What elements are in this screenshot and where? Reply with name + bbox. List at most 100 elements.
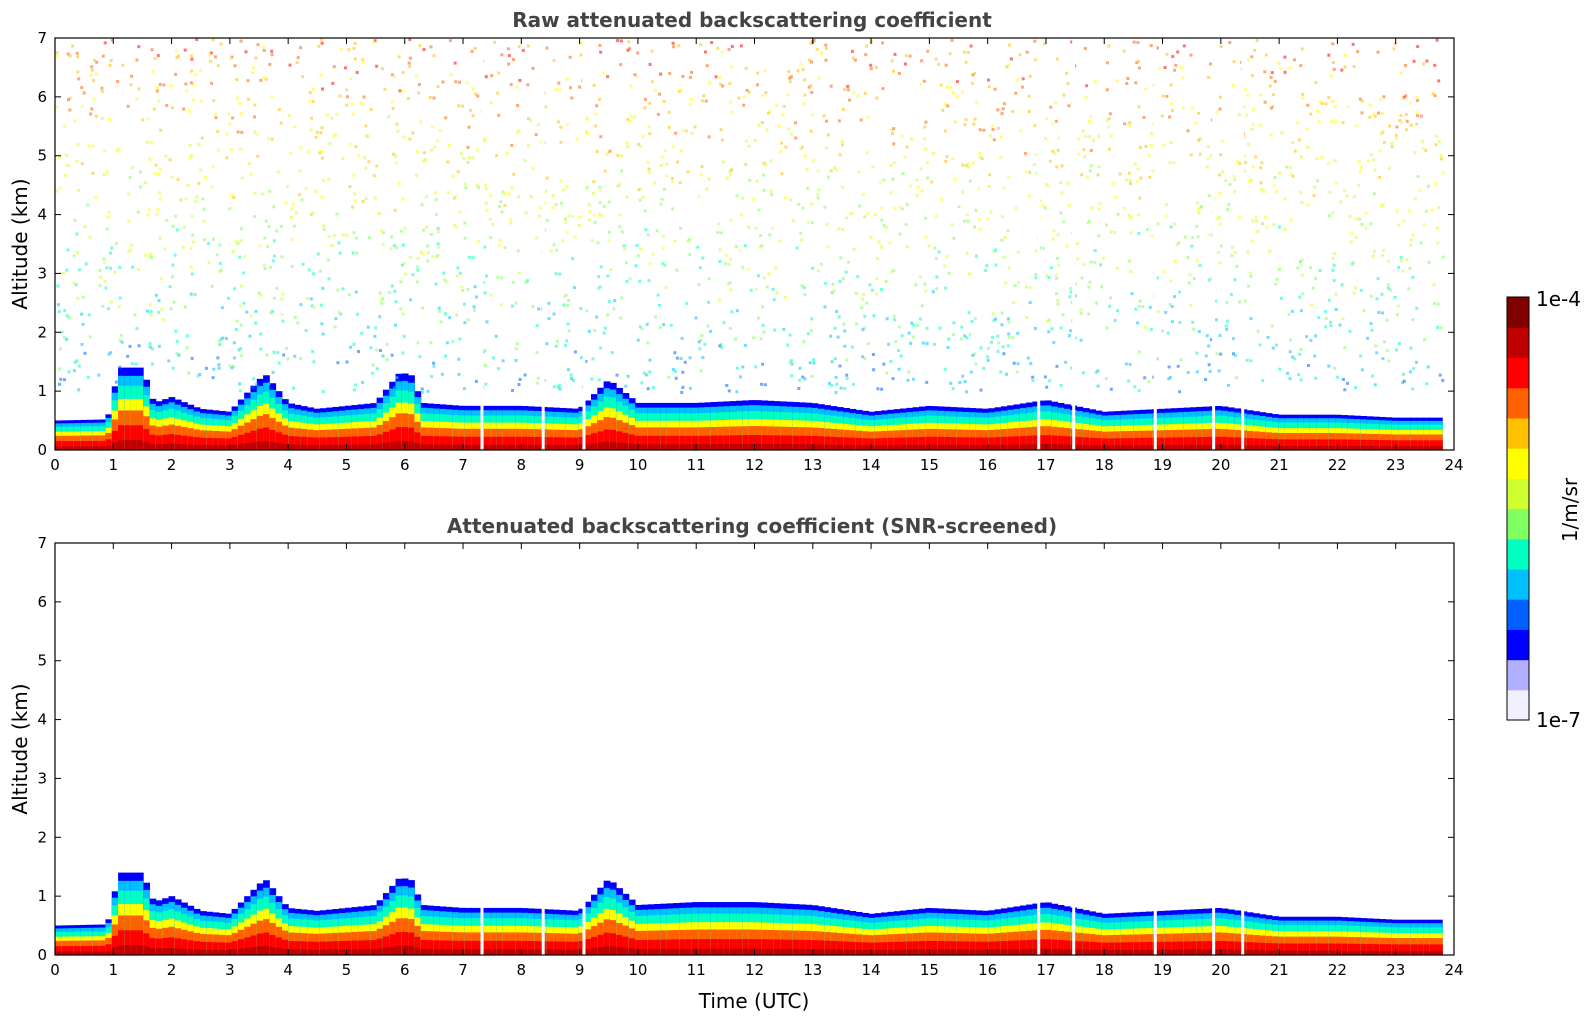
noise-pixel [335,212,339,216]
noise-pixel [402,243,405,247]
noise-pixel [1175,243,1179,246]
noise-pixel [1186,371,1190,374]
noise-pixel [1415,99,1419,102]
noise-pixel [832,166,836,170]
noise-pixel [727,262,731,266]
bl-cell [521,949,529,955]
noise-pixel [924,235,928,239]
noise-pixel [1229,293,1233,296]
noise-pixel [569,86,572,90]
noise-pixel [1424,148,1428,152]
noise-pixel [957,205,961,209]
noise-pixel [1271,105,1275,108]
y-tick-label: 2 [37,323,47,341]
noise-pixel [517,383,521,386]
noise-pixel [535,351,539,355]
noise-pixel [1136,41,1140,44]
bl-cell [647,444,655,450]
noise-pixel [725,384,729,387]
noise-pixel [171,263,175,267]
noise-pixel [877,240,881,244]
noise-pixel [1268,249,1272,253]
bl-cell [55,951,62,955]
noise-pixel [488,217,492,221]
noise-pixel [338,94,342,98]
bl-cell [685,444,693,450]
bl-cell [111,430,119,450]
noise-pixel [825,222,829,226]
noise-pixel [1024,170,1028,174]
noise-pixel [1348,329,1352,333]
noise-pixel [1220,139,1224,143]
noise-pixel [266,245,270,249]
bl-cell [918,444,926,450]
noise-pixel [749,288,753,292]
noise-pixel [458,210,462,214]
noise-pixel [756,83,759,87]
noise-pixel [1055,165,1059,169]
bl-cell [685,435,693,450]
noise-pixel [875,96,879,100]
noise-pixel [72,281,76,285]
noise-pixel [1404,63,1407,67]
noise-pixel [539,140,543,144]
noise-pixel [531,66,535,70]
bl-cell [225,950,232,955]
noise-pixel [247,97,251,101]
noise-pixel [1343,65,1347,69]
noise-pixel [1378,148,1382,152]
noise-pixel [150,48,154,52]
bl-cell [187,444,195,450]
noise-pixel [1105,61,1109,65]
bl-cell [414,432,422,450]
noise-pixel [1380,112,1384,115]
noise-pixel [150,256,153,260]
noise-pixel [299,145,303,149]
noise-pixel [259,78,263,82]
noise-pixel [1074,282,1078,286]
noise-pixel [872,368,876,372]
noise-pixel [667,110,671,114]
bl-cell [206,942,214,955]
noise-pixel [735,366,739,370]
bl-cell [338,941,346,955]
noise-pixel [1060,164,1064,168]
noise-pixel [596,241,600,245]
noise-pixel [1256,230,1260,233]
bl-cell [1171,437,1178,450]
noise-pixel [578,215,582,219]
bl-cell [849,437,857,450]
noise-pixel [512,58,515,61]
noise-pixel [345,103,349,107]
noise-pixel [1375,351,1379,355]
noise-pixel [625,195,629,199]
noise-pixel [924,147,928,151]
noise-pixel [782,327,786,331]
noise-pixel [660,155,664,159]
noise-pixel [640,327,644,331]
bl-cell [673,939,680,955]
noise-pixel [1096,369,1100,373]
bl-cell [364,444,371,450]
bl-cell [319,949,327,955]
noise-pixel [110,38,114,42]
noise-pixel [1368,103,1372,107]
noise-pixel [647,279,651,283]
noise-pixel [1246,250,1250,254]
noise-pixel [1409,243,1412,247]
noise-pixel [1160,114,1164,118]
noise-pixel [244,50,248,54]
noise-pixel [1215,352,1219,356]
noise-pixel [952,321,956,325]
noise-pixel [1390,145,1394,149]
noise-pixel [1171,55,1175,58]
noise-pixel [707,177,711,181]
noise-pixel [1380,253,1384,257]
noise-pixel [171,106,174,110]
noise-pixel [459,151,463,155]
noise-pixel [457,372,461,376]
noise-pixel [618,225,622,229]
noise-pixel [175,340,179,343]
noise-pixel [77,77,81,81]
noise-pixel [885,371,889,375]
